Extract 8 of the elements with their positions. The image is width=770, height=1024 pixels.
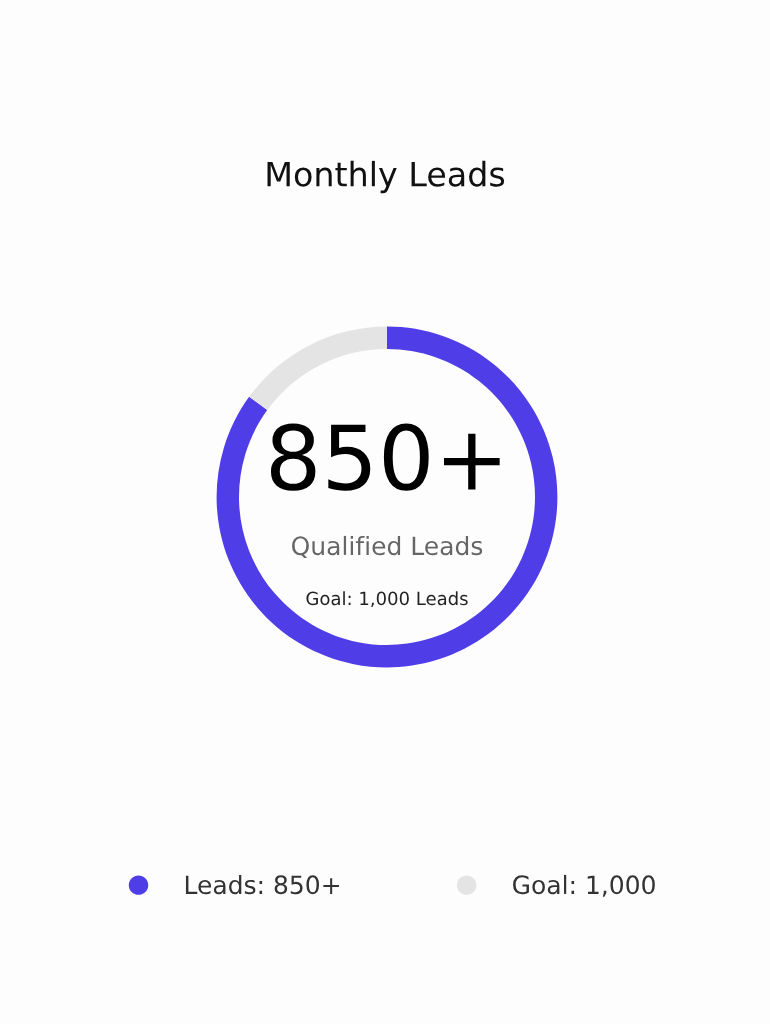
chart-title: Monthly Leads [267,160,505,194]
text: Goal: 1,000 Leads [306,591,468,608]
donut-slice [249,326,387,411]
text: 850+ [270,423,500,491]
legend-label: Goal: 1,000 [513,874,655,897]
legend-label: Leads: 850+ [185,874,339,895]
text: Qualified Leads [292,535,483,559]
donut-slice [216,326,558,668]
